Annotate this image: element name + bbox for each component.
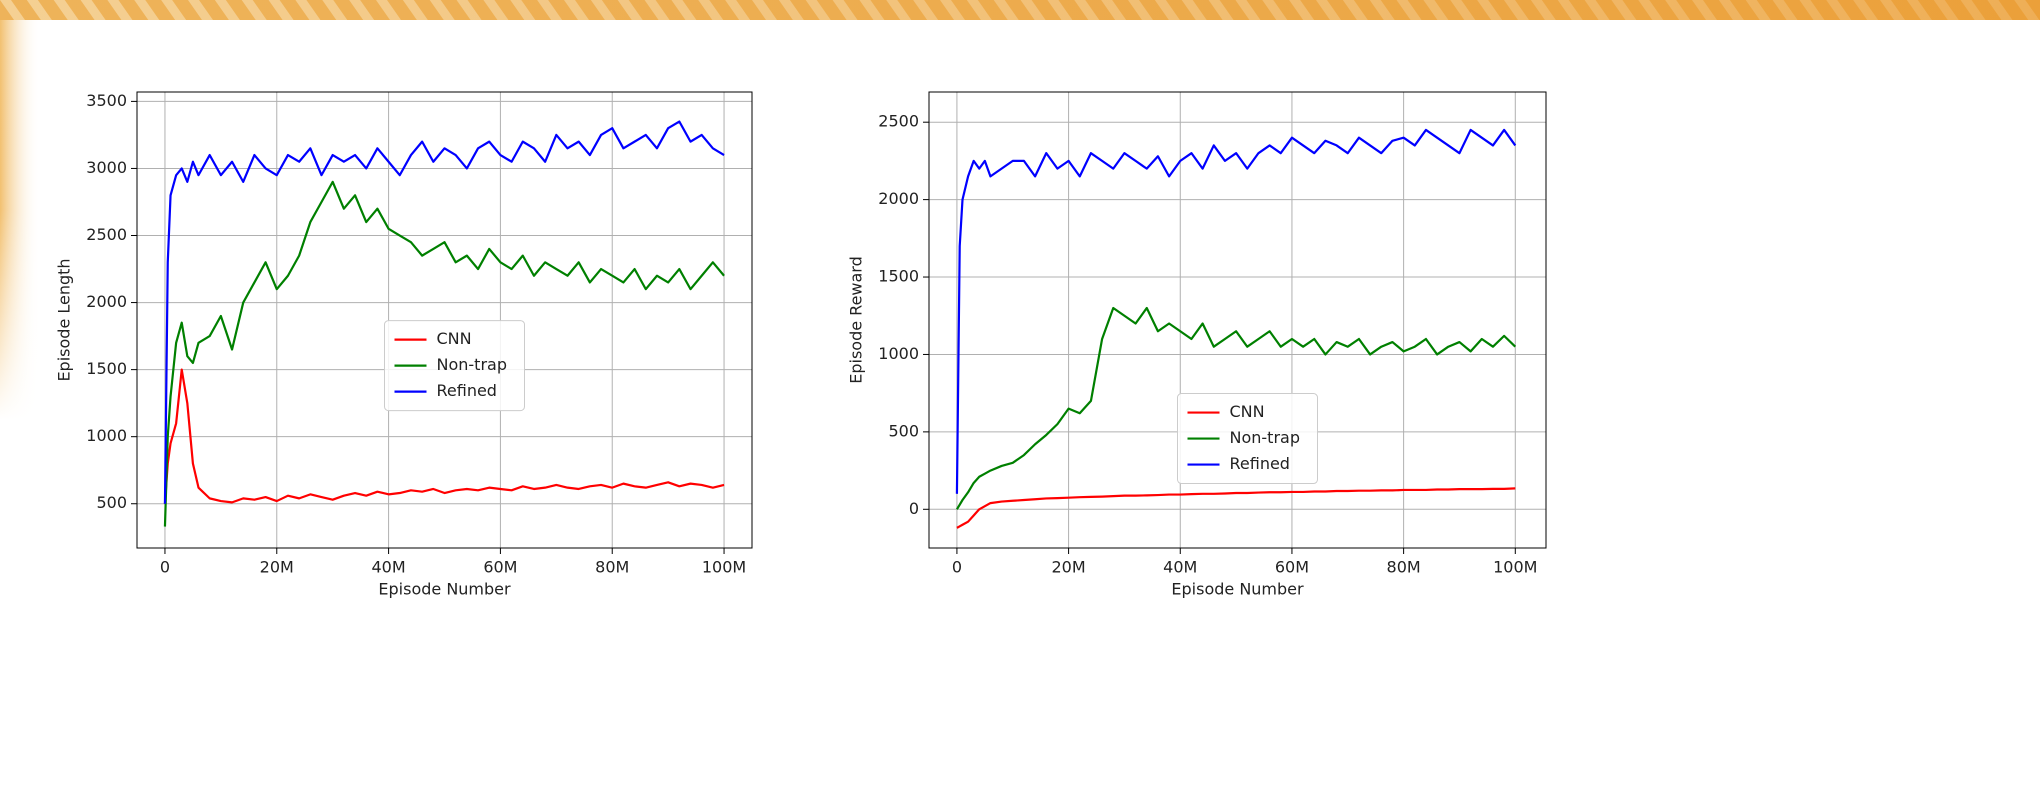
y-axis-label: Episode Length (55, 258, 74, 381)
legend: CNN Non-trap Refined (1177, 393, 1318, 485)
y-tick-label: 2000 (86, 292, 127, 311)
legend-label: CNN (437, 329, 472, 348)
series-line (955, 306, 1517, 510)
y-tick-label: 500 (888, 421, 919, 440)
charts: 0 20M 40M 60M 80M 100M 500 1000 1500 2000 2500 3000… (55, 91, 1547, 599)
x-tick-label: 40M (1163, 558, 1197, 577)
x-tick-label: 20M (1052, 558, 1086, 577)
legend-box (1177, 393, 1318, 485)
side-fade (0, 0, 40, 420)
y-tick-label: 2500 (878, 112, 919, 131)
x-tick-label: 40M (372, 558, 406, 577)
series-line (163, 180, 725, 527)
top-band-shade (0, 0, 2040, 20)
series-line (955, 128, 1517, 494)
legend-label: CNN (1230, 402, 1265, 421)
legend-label: Non-trap (1230, 428, 1300, 447)
legend-box (384, 320, 525, 412)
y-tick-label: 3000 (86, 158, 127, 177)
y-tick-label: 2000 (878, 189, 919, 208)
x-tick-label: 60M (1275, 558, 1309, 577)
x-tick-label: 60M (483, 558, 517, 577)
legend-label: Refined (437, 381, 497, 400)
x-tick-label: 0 (160, 558, 170, 577)
x-tick-label: 100M (1493, 558, 1537, 577)
y-tick-label: 1500 (878, 267, 919, 286)
x-tick-label: 80M (1387, 558, 1421, 577)
y-tick-label: 3500 (86, 91, 127, 110)
legend-label: Non-trap (437, 355, 507, 374)
x-axis-label: Episode Number (378, 580, 511, 599)
x-tick-label: 0 (952, 558, 962, 577)
legend-label: Refined (1230, 454, 1290, 473)
x-axis-label: Episode Number (1171, 580, 1304, 599)
y-tick-label: 1000 (86, 426, 127, 445)
y-tick-label: 2500 (86, 225, 127, 244)
plot-frame (928, 91, 1547, 549)
x-tick-label: 20M (260, 558, 294, 577)
plot-frame (136, 91, 753, 549)
y-tick-label: 1500 (86, 359, 127, 378)
series-line (163, 120, 725, 504)
series-line (163, 368, 725, 504)
series-line (956, 487, 1516, 529)
y-tick-label: 500 (96, 493, 127, 512)
x-tick-label: 80M (595, 558, 629, 577)
x-tick-label: 100M (702, 558, 746, 577)
y-tick-label: 0 (909, 499, 919, 518)
legend: CNN Non-trap Refined (384, 320, 525, 412)
y-tick-label: 1000 (878, 344, 919, 363)
y-axis-label: Episode Reward (847, 256, 866, 384)
